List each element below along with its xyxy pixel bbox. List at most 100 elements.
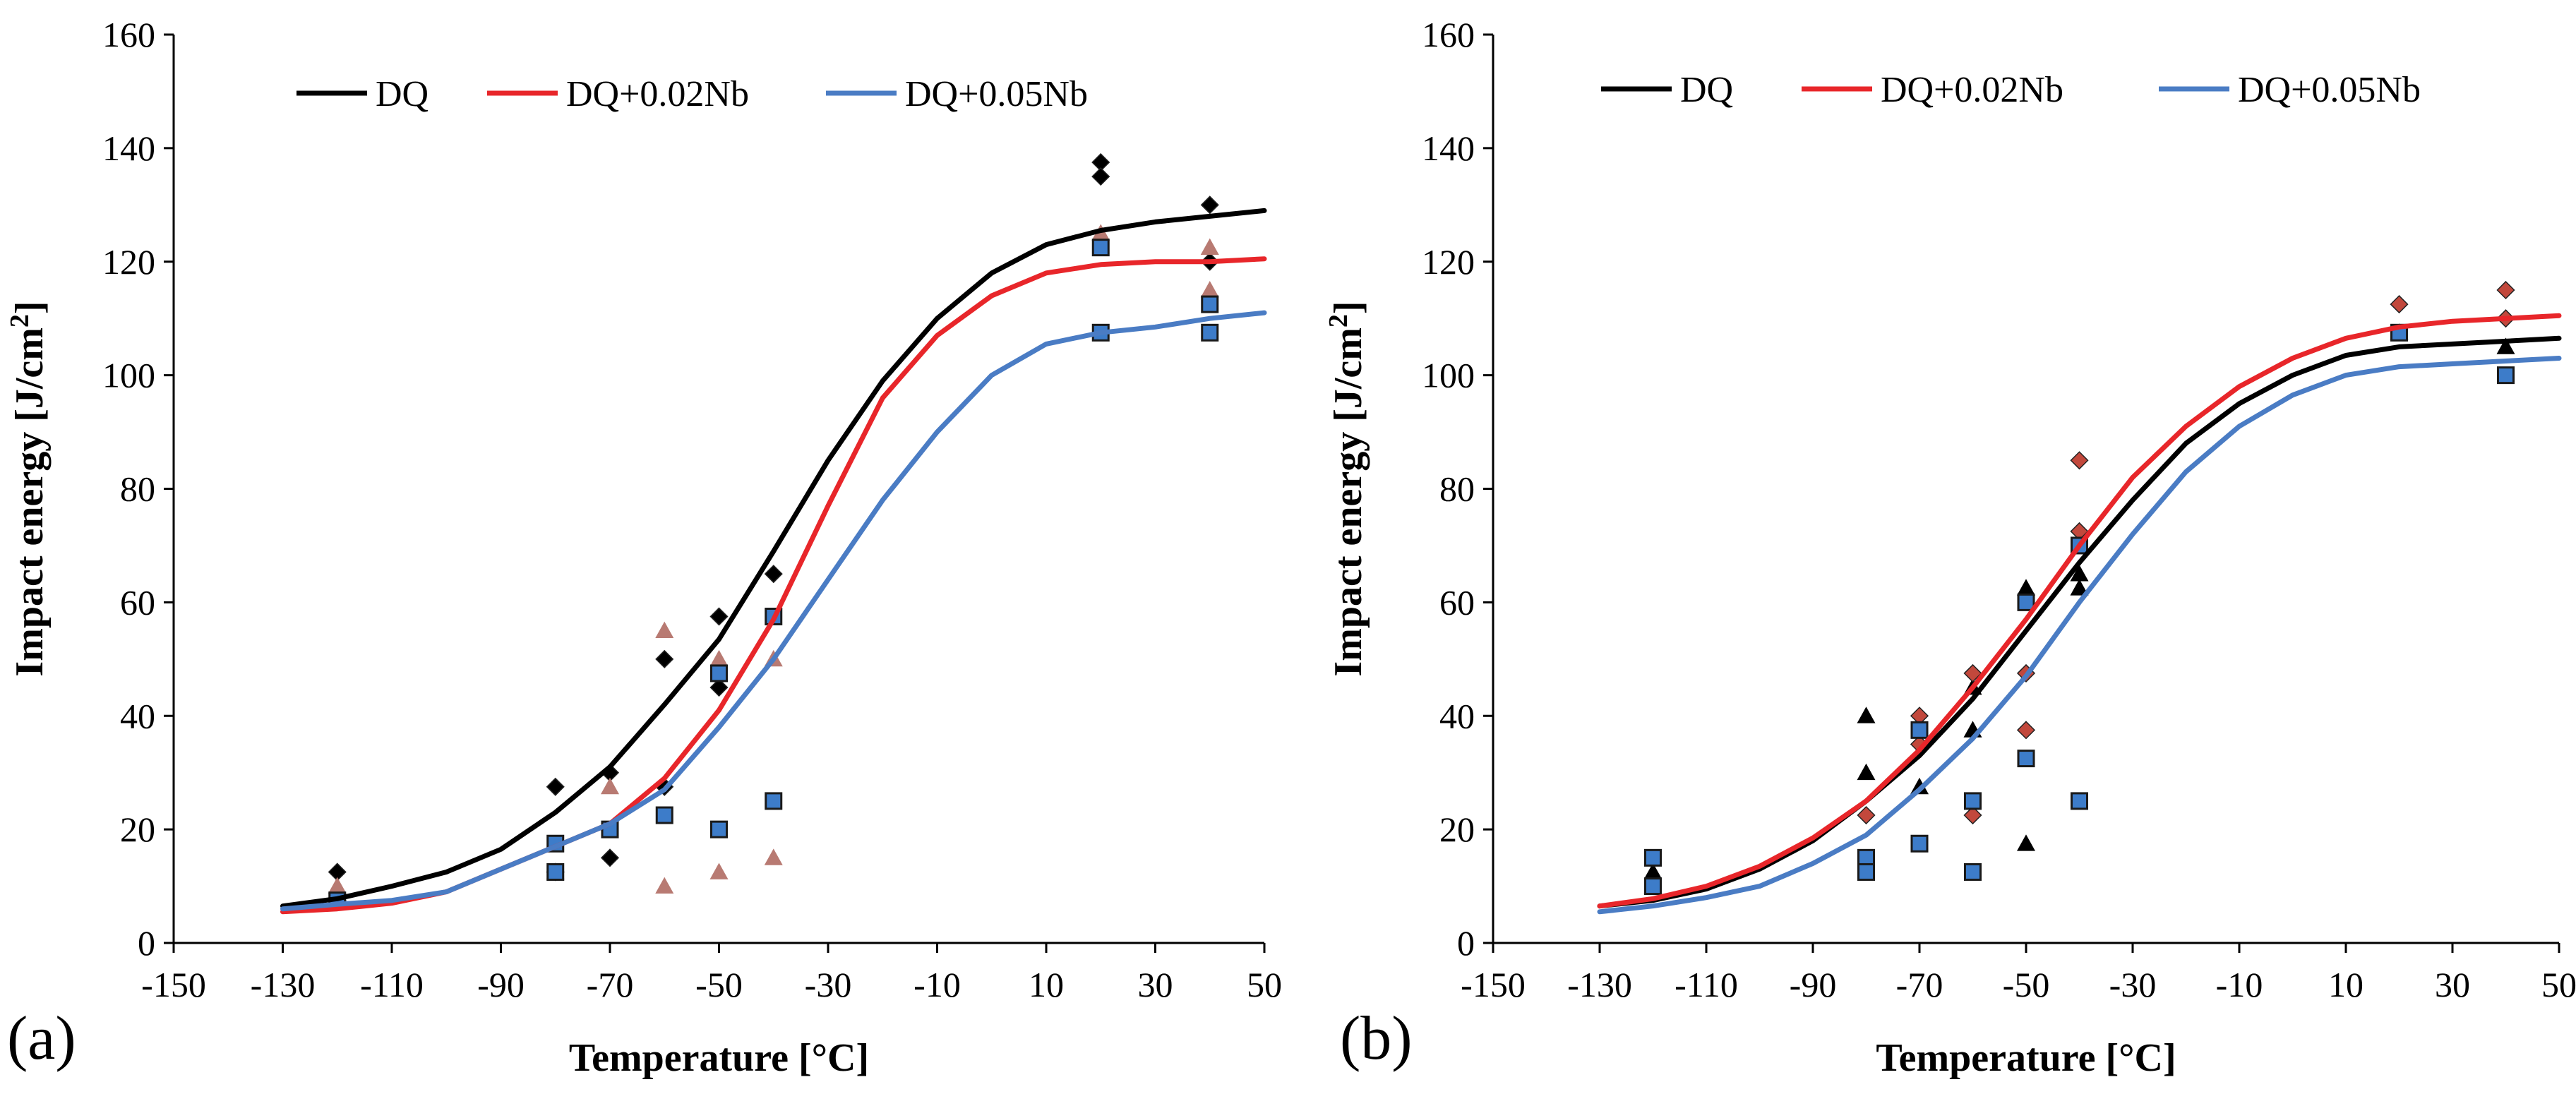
x-tick-label: 10 [2328,965,2364,1004]
point-triangle [1200,238,1219,256]
point-triangle [1857,707,1876,723]
point-diamond [1857,805,1876,825]
y-axis-title-end: ] [8,301,52,314]
chart-panel-b: 0 20 40 60 80 100 120 140 160 -150 -130 -110 -90 -70 -… [1324,15,2576,1080]
y-tick-label: 120 [102,242,155,282]
x-tick-label: -30 [805,965,852,1004]
point-triangle [1857,763,1876,781]
point-square [1964,792,1982,810]
y-tick-label: 100 [102,356,155,395]
y-axis-title-main: Impact energy [J/cm [8,327,52,677]
point-square [1644,848,1662,867]
x-tick-label: -10 [2216,965,2263,1004]
y-tick-label: 140 [102,128,155,168]
legend: DQ DQ+0.02Nb DQ+0.05Nb [296,74,1088,114]
y-tick-label: 40 [1439,696,1475,735]
x-tick-label: 30 [2435,965,2470,1004]
y-axis-title-superscript: 2 [5,314,35,327]
point-triangle [1643,862,1663,879]
series-line-dq-0-05nb [280,310,1267,912]
point-square [546,862,565,881]
point-square [765,792,783,810]
x-axis-title: Temperature [°C] [569,1036,869,1080]
y-axis-title-end: ] [1326,301,1370,314]
point-triangle [2017,579,2035,596]
legend-label: DQ+0.05Nb [2238,70,2421,110]
x-tick-label: -50 [695,965,743,1004]
x-tick-label: -130 [251,965,316,1004]
y-axis-title-superscript: 2 [1324,314,1353,327]
y-tick-label: 0 [138,923,155,963]
point-square [2071,792,2088,810]
x-tick-label: -150 [1461,965,1526,1004]
point-square [2497,366,2515,385]
x-tick-label: -10 [913,965,961,1004]
series-line-dq [1597,335,2562,909]
point-triangle [2017,834,2035,851]
x-tick-label: -130 [1567,965,1632,1004]
point-square [2017,750,2035,768]
point-square [1910,721,1929,739]
x-tick-label: -110 [1675,965,1738,1004]
x-tick-label: -90 [1790,965,1837,1004]
x-tick-label: 50 [2541,965,2576,1004]
y-tick-label: 120 [1422,242,1475,282]
y-tick-label: 20 [120,810,155,849]
point-triangle [328,877,347,894]
panel-label: (a) [7,1004,76,1073]
legend-label: DQ+0.05Nb [905,74,1088,114]
point-triangle [655,621,674,638]
point-triangle [1200,280,1219,298]
point-square [1910,834,1929,853]
y-tick-label: 100 [1422,356,1475,395]
point-diamond [2390,295,2409,314]
legend: DQ DQ+0.02Nb DQ+0.05Nb [1601,70,2421,110]
point-diamond [2496,280,2515,300]
point-triangle [601,777,619,795]
y-axis-title-main: Impact energy [J/cm [1326,327,1370,677]
y-axis-title: Impact energy [J/cm2] [5,301,52,676]
point-square [2017,593,2035,611]
point-triangle [709,649,729,667]
point-square [1644,877,1662,896]
x-tick-label: -70 [1896,965,1943,1004]
legend-label: DQ+0.02Nb [566,74,749,114]
y-tick-label: 60 [120,582,155,622]
y-tick-label: 40 [120,696,155,735]
x-tick-label: -70 [587,965,634,1004]
y-tick-label: 80 [120,469,155,509]
point-square [655,806,673,824]
point-diamond [1963,663,1982,683]
point-diamond [709,607,729,626]
point-diamond [1200,196,1219,215]
y-tick-label: 160 [102,15,155,54]
x-tick-label: 30 [1138,965,1173,1004]
series-line-dq-0-02nb [1597,313,2562,909]
panel-label: (b) [1340,1004,1413,1073]
point-diamond [709,678,729,697]
x-tick-label: -50 [2003,965,2050,1004]
legend-label: DQ+0.02Nb [1881,70,2063,110]
y-tick-label: 60 [1439,582,1475,622]
legend-label: DQ [1680,70,1733,110]
x-tick-label: -30 [2109,965,2157,1004]
series-line-dq [280,208,1267,909]
point-diamond [764,565,783,584]
x-tick-label: 50 [1247,965,1282,1004]
point-square [1091,239,1110,257]
point-diamond [655,649,674,668]
point-diamond [546,777,565,796]
y-tick-label: 20 [1439,810,1475,849]
series-line-dq-0-02nb [280,256,1267,915]
legend-label: DQ [376,74,429,114]
y-tick-label: 140 [1422,128,1475,168]
point-diamond [2070,451,2089,470]
point-triangle [2070,565,2089,582]
x-tick-label: 10 [1029,965,1064,1004]
x-tick-label: -150 [141,965,206,1004]
point-triangle [1910,777,1929,795]
point-diamond [600,848,620,867]
point-diamond [1091,167,1110,186]
y-tick-label: 0 [1457,923,1475,963]
y-axis-title: Impact energy [J/cm2] [1324,301,1370,676]
